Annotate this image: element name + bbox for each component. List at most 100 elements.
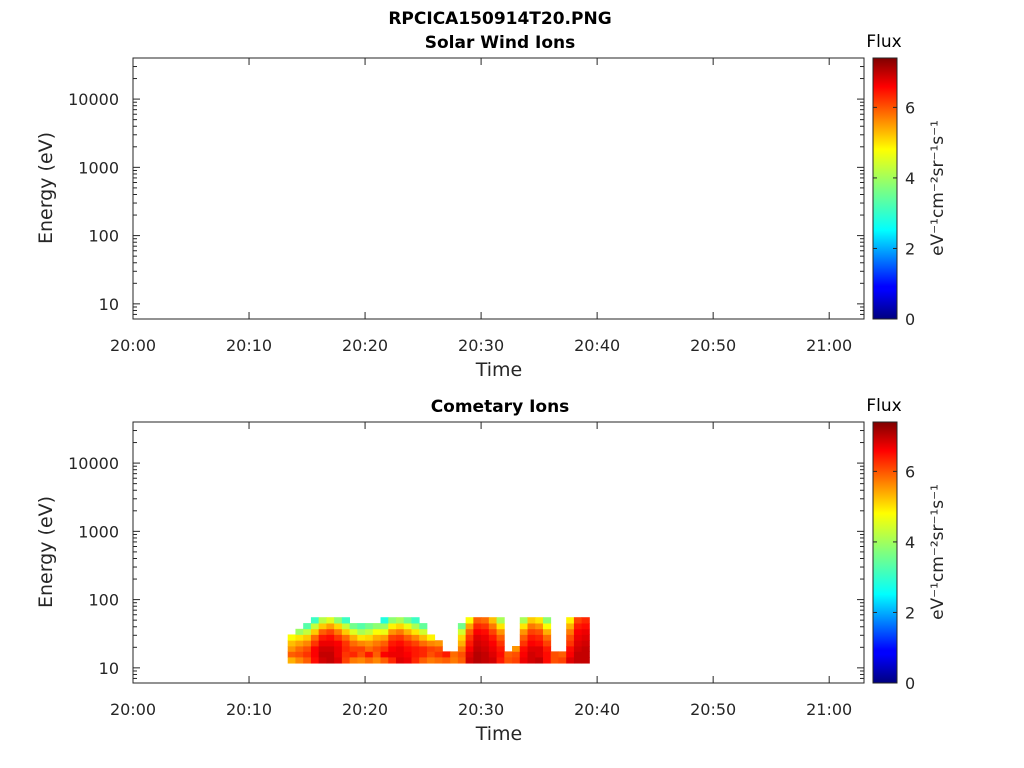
plot-area[interactable] [132, 421, 865, 684]
heatmap-cell [318, 623, 327, 630]
heatmap-cell [488, 646, 497, 652]
heatmap-cell [310, 657, 320, 664]
x-tick-label: 20:30 [458, 336, 504, 355]
heatmap-cell [535, 623, 544, 630]
heatmap-cell [535, 657, 544, 664]
heatmap-cell [419, 651, 428, 658]
heatmap-cell [411, 657, 420, 664]
heatmap-cell [310, 646, 320, 652]
heatmap-cell [465, 617, 474, 624]
heatmap-cell [473, 623, 482, 630]
heatmap-cell [573, 657, 583, 664]
heatmap-cell [542, 628, 552, 635]
heatmap-cell [380, 634, 389, 641]
heatmap-cell [550, 657, 559, 664]
heatmap-cell [380, 623, 389, 630]
heatmap-cell [318, 646, 327, 652]
heatmap-cell [535, 628, 544, 635]
heatmap-cell [349, 640, 358, 647]
heatmap-cell [326, 623, 335, 630]
x-tick-label: 21:00 [806, 336, 852, 355]
heatmap-cell [434, 651, 443, 658]
figure-title: RPCICA150914T20.PNG [388, 9, 611, 29]
heatmap-cell [512, 646, 521, 652]
heatmap-cell [388, 617, 397, 624]
heatmap-cell [419, 640, 428, 647]
x-axis: 20:00 20:10 20:20 20:30 20:40 20:50 21:00 [110, 422, 852, 719]
heatmap-cell [372, 646, 381, 652]
heatmap-cell [287, 651, 296, 658]
heatmap-cell [496, 651, 505, 658]
heatmap-cell [473, 617, 482, 624]
heatmap-cell [365, 628, 374, 635]
heatmap-cell [419, 628, 428, 635]
heatmap-cell [326, 617, 335, 624]
colorbar-title: Flux [866, 396, 901, 416]
heatmap-cell [334, 623, 343, 630]
heatmap-cell [442, 657, 451, 664]
heatmap-cell [481, 623, 490, 630]
x-tick-label: 20:40 [574, 700, 620, 719]
heatmap-cell [388, 657, 397, 664]
heatmap-cell [403, 628, 412, 635]
x-tick-label: 20:50 [690, 700, 736, 719]
heatmap-cell [349, 634, 358, 641]
panel-title: Solar Wind Ions [425, 33, 576, 53]
heatmap-cell [450, 651, 459, 658]
heatmap-cell [527, 657, 536, 664]
heatmap-cell [542, 651, 552, 658]
y-tick-label: 10000 [68, 90, 119, 109]
y-axis: 10 100 1000 10000 [68, 421, 864, 684]
heatmap-cell [419, 634, 428, 641]
heatmap-cell [496, 640, 505, 647]
colorbar-tick-label: 2 [905, 239, 915, 258]
heatmap-cell [403, 634, 412, 641]
heatmap-cell [542, 646, 552, 652]
heatmap-cell [481, 628, 490, 635]
heatmap-cell [465, 628, 474, 635]
y-axis-label: Energy (eV) [35, 496, 57, 608]
heatmap-cell [357, 646, 366, 652]
heatmap-cell [411, 651, 420, 658]
colorbar-tick-label: 0 [905, 310, 915, 329]
heatmap-cell [535, 651, 544, 658]
heatmap-cell [581, 651, 590, 658]
x-tick-label: 20:40 [574, 336, 620, 355]
heatmap-cell [426, 640, 436, 647]
heatmap-cell [535, 634, 544, 641]
heatmap-cell [457, 651, 467, 658]
heatmap-cell [465, 640, 474, 647]
heatmap-cell [326, 657, 335, 664]
heatmap-cell [357, 651, 366, 658]
heatmap-cell [341, 617, 350, 624]
heatmap-cell [388, 651, 397, 658]
heatmap-cell [396, 646, 405, 652]
heatmap-cell [488, 634, 497, 641]
heatmap-cell [403, 657, 412, 664]
colorbar-title: Flux [866, 32, 901, 52]
heatmap-cell [341, 646, 350, 652]
heatmap-cell [365, 634, 374, 641]
heatmap-cell [380, 640, 389, 647]
heatmap-cell [357, 628, 366, 635]
plot-area[interactable] [132, 57, 865, 320]
heatmap-cell [457, 634, 467, 641]
heatmap-cell [334, 628, 343, 635]
heatmap-cell [527, 646, 536, 652]
heatmap-cell [287, 657, 296, 664]
colorbar-tick-label: 6 [905, 462, 915, 481]
heatmap-cell [341, 628, 350, 635]
heatmap-cell [426, 651, 436, 658]
heatmap-cell [457, 640, 467, 647]
heatmap-cell [542, 617, 552, 624]
heatmap-cell [411, 623, 420, 630]
heatmap-cell [434, 657, 443, 664]
heatmap-cell [388, 634, 397, 641]
cometary-ions-panel: Cometary Ions 20:00 20:10 20:20 20:30 20:40 2… [35, 396, 948, 745]
heatmap-cell [488, 640, 497, 647]
heatmap-cell [310, 634, 320, 641]
heatmap-cell [318, 617, 327, 624]
heatmap-cell [496, 657, 505, 664]
heatmap-cell [519, 623, 528, 630]
heatmap-cell [566, 640, 575, 647]
